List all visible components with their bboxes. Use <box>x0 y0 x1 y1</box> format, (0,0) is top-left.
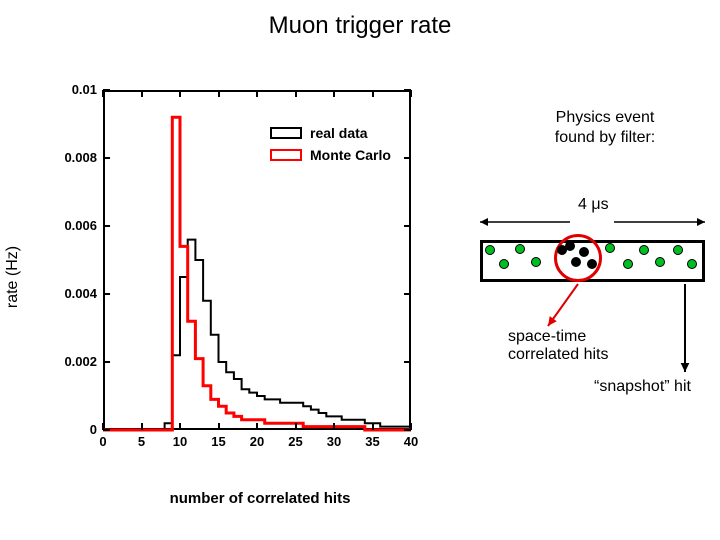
snapshot-hit <box>655 257 665 267</box>
snapshot-hit <box>515 244 525 254</box>
snapshot-hit <box>605 243 615 253</box>
cluster-hit <box>579 247 589 257</box>
snapshot-hit <box>499 259 509 269</box>
cluster-hit <box>565 241 575 251</box>
snapshot-hit <box>687 259 697 269</box>
cluster-arrow <box>0 0 720 540</box>
snapshot-hit <box>639 245 649 255</box>
space-time-line-2: correlated hits <box>508 346 609 363</box>
snapshot-label: “snapshot” hit <box>594 378 691 396</box>
snapshot-hit <box>673 245 683 255</box>
snapshot-hit <box>485 245 495 255</box>
space-time-label: space-time correlated hits <box>508 328 609 364</box>
snapshot-hit <box>531 257 541 267</box>
snapshot-hit <box>623 259 633 269</box>
cluster-hit <box>587 259 597 269</box>
space-time-line-1: space-time <box>508 328 586 345</box>
cluster-hit <box>571 257 581 267</box>
